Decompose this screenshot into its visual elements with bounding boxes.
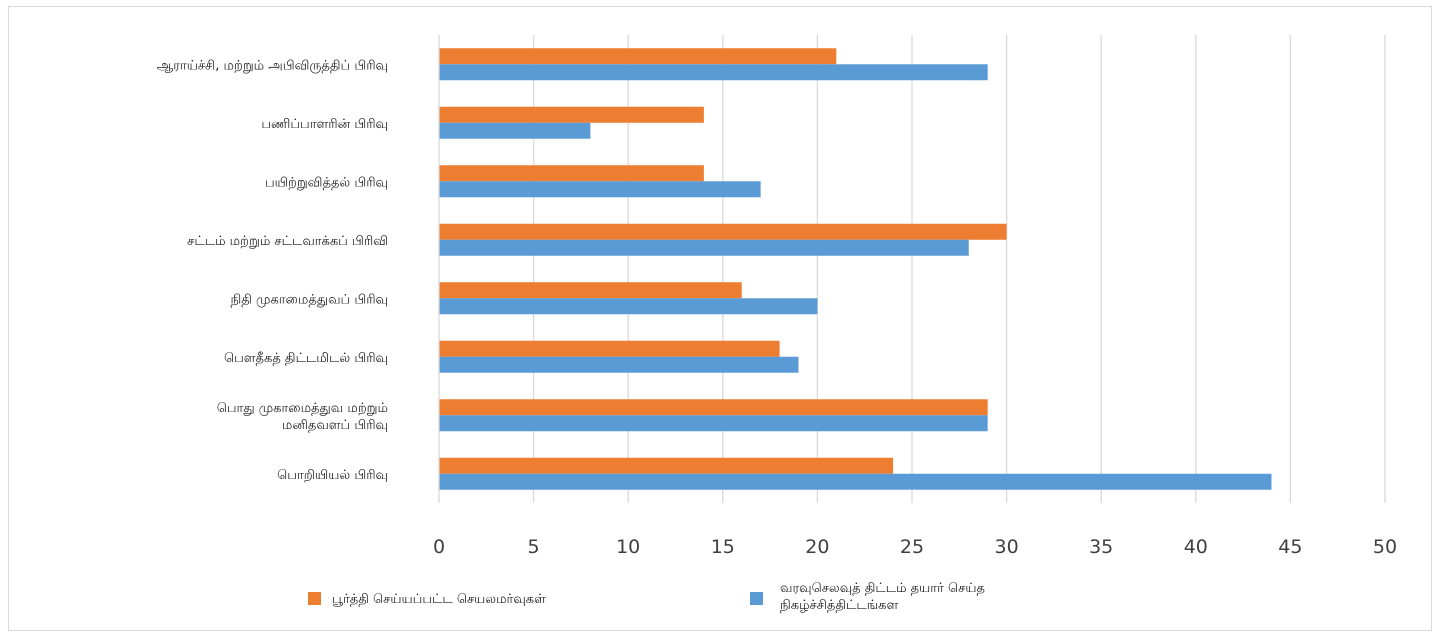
category-label: பணிப்பாளரின் பிரிவு xyxy=(261,117,388,132)
bar-completed-workshops xyxy=(439,48,837,65)
x-tick-label: 10 xyxy=(616,536,640,558)
bar-budget-programmes xyxy=(439,415,988,432)
category-labels: ஆராய்ச்சி, மற்றும் அபிவிருத்திப் பிரிவு ப… xyxy=(157,58,388,483)
gridlines xyxy=(532,35,1386,503)
axis: 0 5 10 15 20 25 30 35 40 45 50 xyxy=(433,35,1397,558)
x-tick-label: 45 xyxy=(1278,536,1302,558)
x-tick-label: 20 xyxy=(805,536,829,558)
bar-budget-programmes xyxy=(439,64,988,81)
category-label: பயிற்றுவித்தல் பிரிவு xyxy=(265,175,388,190)
x-tick-label: 25 xyxy=(900,536,924,558)
x-tick-label: 40 xyxy=(1184,536,1208,558)
bar-completed-workshops xyxy=(439,399,988,416)
legend-swatch xyxy=(750,592,763,605)
legend: பூர்த்தி செய்யப்பட்ட செயலமர்வுகள் வரவுசெல… xyxy=(308,581,985,613)
bar-completed-workshops xyxy=(439,282,742,299)
bar-budget-programmes xyxy=(439,473,1272,490)
x-tick-label: 5 xyxy=(528,536,540,558)
x-tick-label: 15 xyxy=(711,536,735,558)
category-label: பௌதீகத் திட்டமிடல் பிரிவு xyxy=(224,351,388,366)
category-label: மனிதவளப் பிரிவு xyxy=(282,418,388,433)
bar-completed-workshops xyxy=(439,165,704,182)
category-label: பொறியியல் பிரிவு xyxy=(277,468,388,483)
category-label: நிதி முகாமைத்துவப் பிரிவு xyxy=(231,292,389,307)
legend-label: நிகழ்ச்சித்திட்டங்கள xyxy=(780,598,898,613)
legend-label: வரவுசெலவுத் திட்டம் தயார் செய்த xyxy=(780,581,985,596)
bar-budget-programmes xyxy=(439,298,818,315)
x-tick-label: 50 xyxy=(1373,536,1397,558)
bar-budget-programmes xyxy=(439,122,591,139)
bar-budget-programmes xyxy=(439,181,761,198)
category-label: பொது முகாமைத்துவ மற்றும் xyxy=(217,401,388,416)
category-label: சட்டம் மற்றும் சட்டவாக்கப் பிரிவி xyxy=(187,234,388,249)
bar-completed-workshops xyxy=(439,106,704,123)
x-tick-label: 30 xyxy=(995,536,1019,558)
x-tick-label: 35 xyxy=(1089,536,1113,558)
bar-completed-workshops xyxy=(439,457,894,474)
bar-completed-workshops xyxy=(439,223,1007,240)
category-label: ஆராய்ச்சி, மற்றும் அபிவிருத்திப் பிரிவு xyxy=(157,58,388,73)
bars xyxy=(439,48,1272,490)
chart-frame xyxy=(8,6,1432,631)
legend-swatch xyxy=(308,592,321,605)
legend-label: பூர்த்தி செய்யப்பட்ட செயலமர்வுகள் xyxy=(332,592,546,607)
bar-budget-programmes xyxy=(439,239,969,256)
bar-budget-programmes xyxy=(439,356,799,373)
x-tick-label: 0 xyxy=(433,536,445,558)
bar-completed-workshops xyxy=(439,340,780,357)
